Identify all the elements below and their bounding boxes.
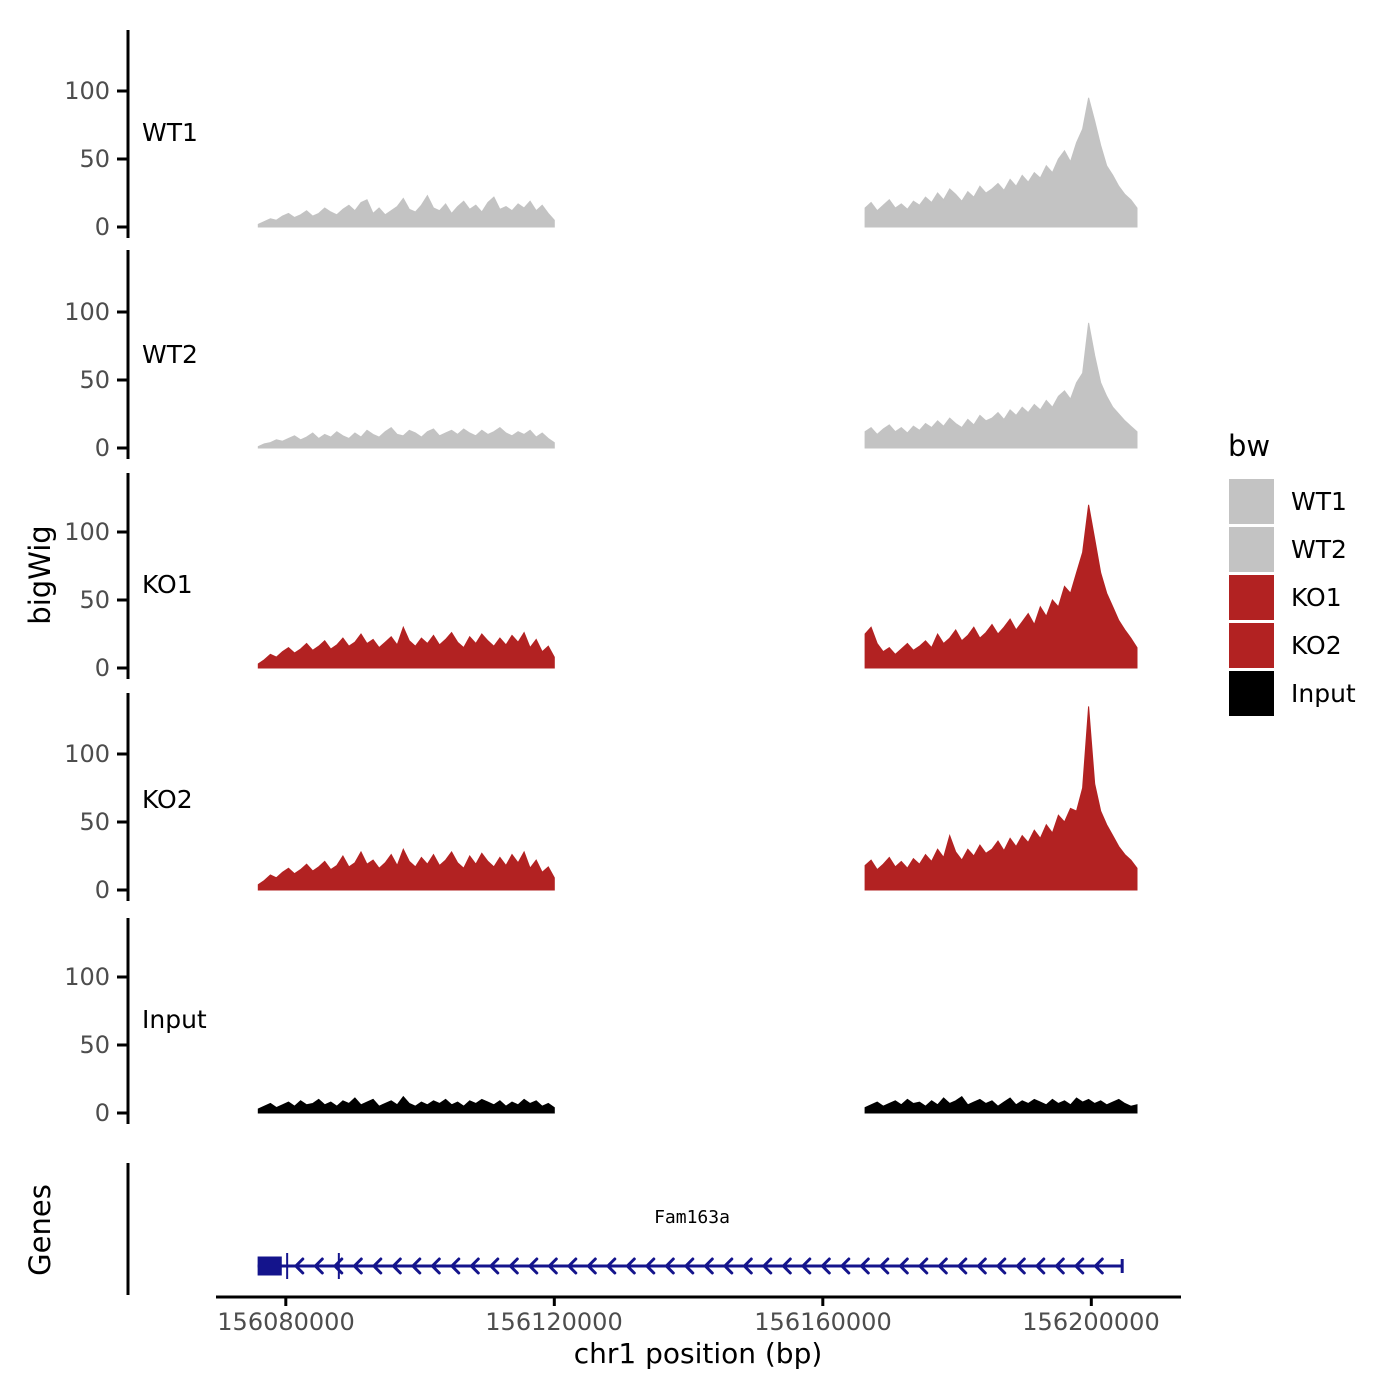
y-tick-label: 0 — [94, 213, 110, 241]
track-label-wt1: WT1 — [142, 118, 198, 147]
y-tick-label: 50 — [79, 1031, 110, 1059]
gene-strand-arrow — [508, 1257, 519, 1275]
coverage-area-ko1 — [864, 504, 1138, 669]
gene-strand-arrow — [294, 1257, 305, 1275]
gene-strand-arrow — [391, 1257, 402, 1275]
gene-strand-arrow — [742, 1257, 753, 1275]
x-tick-label: 156160000 — [754, 1308, 892, 1336]
gene-strand-arrow — [762, 1257, 773, 1275]
gene-strand-arrow — [898, 1257, 909, 1275]
x-axis-title: chr1 position (bp) — [573, 1337, 823, 1370]
track-label-input: Input — [142, 1005, 207, 1034]
gene-strand-arrow — [801, 1257, 812, 1275]
y-tick-label: 50 — [79, 145, 110, 173]
gene-strand-arrow — [352, 1257, 363, 1275]
gene-strand-arrow — [684, 1257, 695, 1275]
gene-strand-arrow — [820, 1257, 831, 1275]
gene-strand-arrow — [1074, 1257, 1085, 1275]
gene-strand-arrow — [879, 1257, 890, 1275]
gene-strand-arrow — [859, 1257, 870, 1275]
gene-strand-arrow — [372, 1257, 383, 1275]
track-label-ko1: KO1 — [142, 570, 193, 599]
legend-swatch — [1229, 479, 1274, 524]
gene-strand-arrow — [450, 1257, 461, 1275]
legend-label: Input — [1291, 679, 1356, 708]
y-tick-label: 100 — [64, 518, 110, 546]
legend-swatch — [1229, 527, 1274, 572]
y-tick-label: 0 — [94, 876, 110, 904]
coverage-area-wt1 — [864, 97, 1138, 228]
gene-strand-arrow — [1093, 1257, 1104, 1275]
gene-strand-arrow — [411, 1257, 422, 1275]
x-tick-label: 156120000 — [485, 1308, 623, 1336]
gene-strand-arrow — [625, 1257, 636, 1275]
gene-strand-arrow — [528, 1257, 539, 1275]
gene-strand-arrow — [547, 1257, 558, 1275]
track-label-ko2: KO2 — [142, 785, 193, 814]
y-tick-label: 100 — [64, 963, 110, 991]
gene-strand-arrow — [937, 1257, 948, 1275]
coverage-area-ko2 — [864, 706, 1138, 891]
coverage-area-ko1 — [257, 625, 555, 669]
gene-strand-arrow — [1054, 1257, 1065, 1275]
track-label-wt2: WT2 — [142, 340, 198, 369]
legend-label: KO1 — [1291, 583, 1342, 612]
gene-strand-arrow — [489, 1257, 500, 1275]
y-tick-label: 50 — [79, 808, 110, 836]
gene-strand-arrow — [567, 1257, 578, 1275]
coverage-area-wt1 — [257, 194, 555, 228]
y-tick-label: 100 — [64, 298, 110, 326]
y-tick-label: 50 — [79, 366, 110, 394]
x-tick-label: 156080000 — [217, 1308, 355, 1336]
x-tick-label: 156200000 — [1022, 1308, 1160, 1336]
gene-strand-arrow — [606, 1257, 617, 1275]
gene-strand-arrow — [918, 1257, 929, 1275]
legend-swatch — [1229, 623, 1274, 668]
y-tick-label: 0 — [94, 1099, 110, 1127]
gene-strand-arrow — [645, 1257, 656, 1275]
gene-strand-arrow — [976, 1257, 987, 1275]
gene-strand-arrow — [996, 1257, 1007, 1275]
gene-strand-arrow — [430, 1257, 441, 1275]
gene-strand-arrow — [664, 1257, 675, 1275]
legend-swatch — [1229, 575, 1274, 620]
gene-strand-arrow — [703, 1257, 714, 1275]
genes-axis-title: Genes — [23, 1184, 57, 1276]
coverage-area-ko2 — [257, 847, 555, 891]
gene-strand-arrow — [781, 1257, 792, 1275]
coverage-area-wt2 — [257, 426, 555, 449]
legend-label: KO2 — [1291, 631, 1342, 660]
gene-strand-arrow — [313, 1257, 324, 1275]
y-tick-label: 0 — [94, 434, 110, 462]
gene-strand-arrow — [840, 1257, 851, 1275]
y-tick-label: 100 — [64, 740, 110, 768]
gene-strand-arrow — [723, 1257, 734, 1275]
gene-strand-arrow — [469, 1257, 480, 1275]
gene-strand-arrow — [957, 1257, 968, 1275]
legend-title: bw — [1228, 429, 1271, 463]
gene-name-label: Fam163a — [654, 1207, 730, 1228]
y-tick-label: 0 — [94, 654, 110, 682]
y-tick-label: 100 — [64, 77, 110, 105]
gene-strand-arrow — [1035, 1257, 1046, 1275]
legend-label: WT2 — [1291, 535, 1347, 564]
gene-strand-arrow — [1015, 1257, 1026, 1275]
legend-swatch — [1229, 671, 1274, 716]
gene-thick-exon — [257, 1256, 282, 1276]
coverage-area-input — [864, 1096, 1138, 1114]
gene-strand-arrow — [333, 1257, 344, 1275]
coverage-area-input — [257, 1095, 555, 1114]
legend-label: WT1 — [1291, 487, 1347, 516]
y-tick-label: 50 — [79, 586, 110, 614]
coverage-area-wt2 — [864, 322, 1138, 449]
gene-strand-arrow — [586, 1257, 597, 1275]
